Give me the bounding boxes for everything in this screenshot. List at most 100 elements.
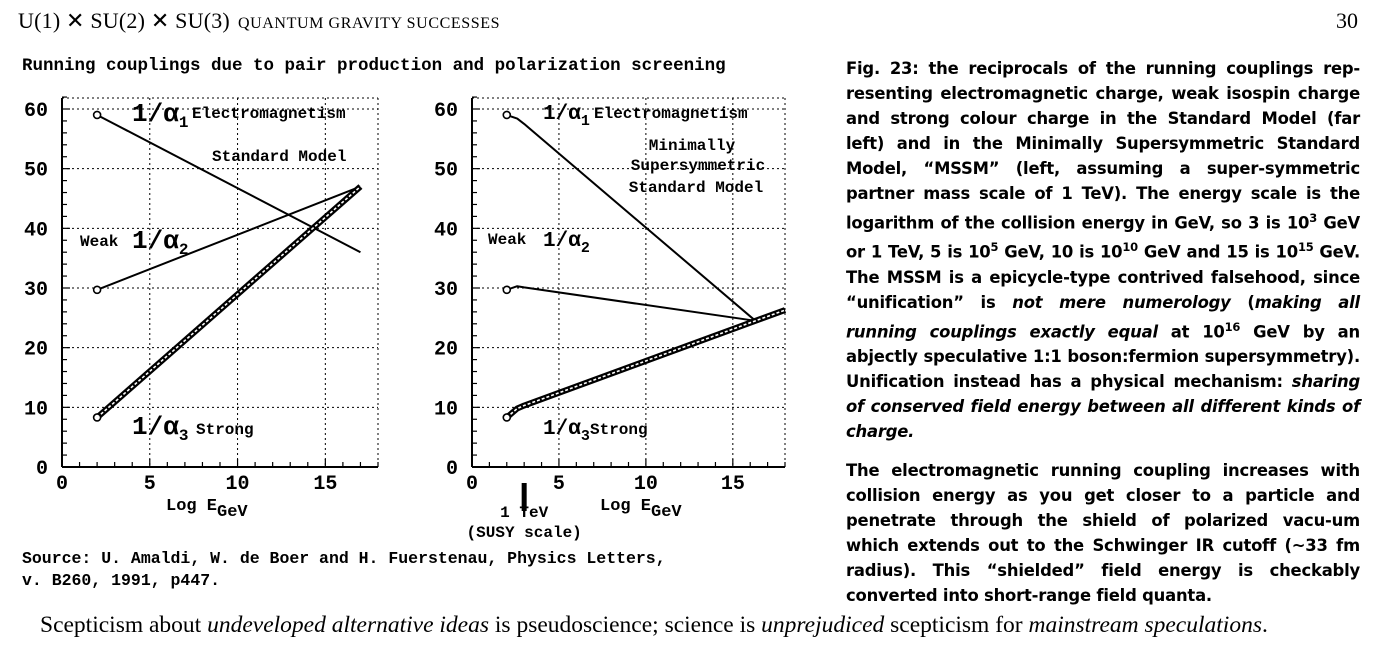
caption-part: Fig. 23: the reciprocals of the running … xyxy=(846,59,1360,233)
chart2-tev-label: 1 TeV xyxy=(500,504,548,522)
page-header: U(1) ✕ SU(2) ✕ SU(3) QUANTUM GRAVITY SUCC… xyxy=(18,8,500,34)
chart2-xtick-label: 10 xyxy=(634,473,658,496)
caption-part: 5 xyxy=(990,240,999,255)
chart1-ytick-label: 30 xyxy=(24,279,48,302)
chart1-ytick-label: 60 xyxy=(24,100,48,123)
chart2-em-alpha-label-sub: 1 xyxy=(581,113,590,130)
caption-part: GeV. The MSSM is a epicycle-type contriv… xyxy=(846,242,1360,312)
caption-paragraph-1: Fig. 23: the reciprocals of the running … xyxy=(846,56,1360,444)
chart1-weak-alpha-label-main: 1/α xyxy=(132,226,179,256)
chart2-strong-alpha-label-sub: 3 xyxy=(581,428,590,445)
source-citation: Source: U. Amaldi, W. de Boer and H. Fue… xyxy=(22,548,812,592)
chart1-strong-alpha-label-sub: 3 xyxy=(179,427,189,445)
chart2-weak-name-label: Weak xyxy=(488,231,527,249)
chart2-model-label-2: Supersymmetric xyxy=(631,157,765,175)
chart1-series-strong-hatch xyxy=(96,185,361,419)
caption-part: 10 xyxy=(1122,240,1138,255)
footer-part: mainstream speculations xyxy=(1028,612,1262,638)
chart1-em-alpha-label: 1/α1 xyxy=(132,99,188,132)
chart1-series-start-point xyxy=(92,285,102,295)
figure-caption: Fig. 23: the reciprocals of the running … xyxy=(846,56,1360,622)
chart2-strong-alpha-label: 1/α3 xyxy=(543,418,590,445)
chart1-ytick-label: 40 xyxy=(24,219,48,242)
chart2-model-label-1: Minimally xyxy=(649,137,736,155)
footer-part: is pseudoscience; science is xyxy=(489,612,762,638)
chart1-strong-alpha-label-main: 1/α xyxy=(132,412,179,442)
chart2-series-strong-band xyxy=(504,307,787,420)
chart2-series-start-point xyxy=(502,110,512,120)
caption-part: 16 xyxy=(1224,319,1241,334)
chart2-series-strong-hatch xyxy=(506,309,786,419)
chart1-xtick-label: 15 xyxy=(313,473,337,496)
source-line-2: v. B260, 1991, p447. xyxy=(22,571,221,590)
chart2-series-start-point xyxy=(502,285,512,295)
chart1-ytick-label: 50 xyxy=(24,160,48,183)
chart2-susy-scale-label: (SUSY scale) xyxy=(467,524,582,542)
chart2-ytick-label: 50 xyxy=(434,160,458,183)
plot-title: Running couplings due to pair production… xyxy=(22,56,726,76)
chart1-weak-alpha-label: 1/α2 xyxy=(132,226,188,259)
caption-part: GeV or 1 TeV, 5 is 10 xyxy=(846,213,1360,262)
chart2-weak-alpha-label-sub: 2 xyxy=(581,240,590,257)
chart2-weak-alpha-label-main: 1/α xyxy=(543,230,581,253)
caption-part: ( xyxy=(1230,292,1255,312)
header-subtitle: QUANTUM GRAVITY SUCCESSES xyxy=(237,15,501,32)
footer-part: unprejudiced xyxy=(761,612,885,638)
chart1-weak-alpha-label-sub: 2 xyxy=(179,241,189,259)
chart2-em-alpha-label: 1/α1 xyxy=(543,103,590,130)
caption-part: at 10 xyxy=(1157,322,1225,342)
caption-part: GeV by an abjectly speculative 1:1 boson… xyxy=(846,322,1360,392)
chart1-model-label: Standard Model xyxy=(212,148,346,166)
chart2-xlabel-sub: GeV xyxy=(651,503,682,522)
chart1-em-alpha-label-main: 1/α xyxy=(132,99,179,129)
chart1-xlabel-sub: GeV xyxy=(217,503,248,522)
page-number: 30 xyxy=(1336,8,1358,33)
caption-part: making all running couplings exactly equ… xyxy=(846,292,1360,342)
footer-part: . xyxy=(1261,612,1268,638)
chart2-ytick-label: 40 xyxy=(434,219,458,242)
caption-part: not mere numerology xyxy=(1012,292,1231,312)
caption-part: sharing of conserved field energy betwee… xyxy=(846,372,1360,442)
chart1-xtick-label: 10 xyxy=(226,473,250,496)
chart1-xlabel: Log EGeV xyxy=(166,497,248,522)
source-line-1: Source: U. Amaldi, W. de Boer and H. Fue… xyxy=(22,549,666,568)
chart2-em-name-label: Electromagnetism xyxy=(594,105,748,123)
chart1-em-alpha-label-sub: 1 xyxy=(179,114,189,132)
chart2-series-start-point xyxy=(502,413,512,422)
chart1-ytick-label: 10 xyxy=(24,398,48,421)
chart1-em-name-label: Electromagnetism xyxy=(192,105,346,123)
page-footer: Scepticism about undeveloped alternative… xyxy=(40,612,1268,639)
caption-paragraph-2: The electromagnetic running coupling inc… xyxy=(846,461,1360,606)
chart2-ytick-label: 30 xyxy=(434,279,458,302)
chart2-em-alpha-label-main: 1/α xyxy=(543,103,581,126)
chart1-ytick-label: 0 xyxy=(36,458,48,481)
chart2-xtick-label: 0 xyxy=(466,473,478,496)
chart2-xtick-label: 15 xyxy=(721,473,745,496)
chart1-series-line xyxy=(96,185,361,291)
chart1-strong-name-label: Strong xyxy=(196,421,254,439)
chart1-ytick-label: 20 xyxy=(24,339,48,362)
caption-part: GeV and 15 is 10 xyxy=(1137,242,1298,262)
chart2-ytick-label: 10 xyxy=(434,398,458,421)
footer-part: Scepticism about xyxy=(40,612,208,638)
chart1-series-line xyxy=(96,114,361,254)
chart1-xtick-label: 0 xyxy=(56,473,68,496)
chart1-series-start-point xyxy=(92,413,102,422)
chart1-weak-name-label: Weak xyxy=(80,233,119,251)
chart1-strong-alpha-label: 1/α3 xyxy=(132,412,188,445)
footer-part: undeveloped alternative ideas xyxy=(207,612,490,638)
chart2-series-line xyxy=(506,285,756,322)
footer-part: scepticism for xyxy=(884,612,1029,638)
chart1-series-start-point xyxy=(92,110,102,120)
chart2-strong-name-label: Strong xyxy=(590,421,648,439)
chart2-xtick-label: 5 xyxy=(553,473,565,496)
caption-part: 15 xyxy=(1297,240,1314,255)
chart2-ytick-label: 20 xyxy=(434,339,458,362)
header-title: U(1) ✕ SU(2) ✕ SU(3) xyxy=(18,8,230,33)
chart2-model-label-3: Standard Model xyxy=(629,179,763,197)
chart2-ytick-label: 60 xyxy=(434,100,458,123)
chart2-ytick-label: 0 xyxy=(446,458,458,481)
chart2-weak-alpha-label: 1/α2 xyxy=(543,230,590,257)
chart2-xlabel: Log EGeV xyxy=(600,497,682,522)
